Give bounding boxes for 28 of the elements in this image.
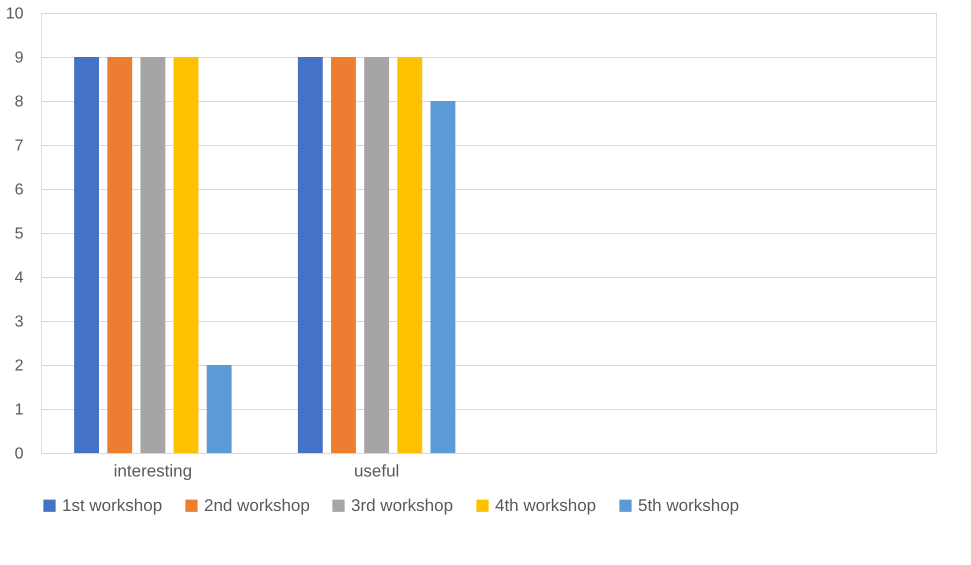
bar	[206, 365, 232, 453]
legend-label: 3rd workshop	[351, 496, 454, 515]
bar	[430, 101, 456, 453]
y-tick-label: 2	[14, 358, 24, 374]
bar	[364, 57, 390, 453]
legend-label: 5th workshop	[638, 496, 740, 515]
y-tick-label: 8	[14, 94, 24, 110]
y-tick-label: 6	[14, 182, 24, 198]
y-tick-label: 9	[14, 50, 24, 66]
bar	[331, 57, 356, 453]
bar	[174, 57, 198, 453]
y-tick-label: 3	[14, 314, 24, 330]
legend-label: 2nd workshop	[204, 496, 310, 515]
y-tick-label: 0	[14, 446, 24, 462]
legend-label: 1st workshop	[62, 496, 162, 515]
bar	[140, 57, 166, 453]
x-tick-label: useful	[354, 462, 400, 480]
y-tick-label: 5	[14, 226, 24, 242]
y-tick-label: 7	[14, 138, 24, 154]
x-tick-label: interesting	[114, 462, 192, 480]
y-tick-label: 10	[6, 6, 24, 22]
bar	[298, 57, 323, 453]
bar	[397, 57, 422, 453]
bar	[107, 57, 132, 453]
y-tick-label: 4	[14, 270, 24, 286]
legend-label: 4th workshop	[495, 496, 596, 515]
bar	[74, 57, 100, 453]
y-tick-label: 1	[14, 402, 24, 418]
